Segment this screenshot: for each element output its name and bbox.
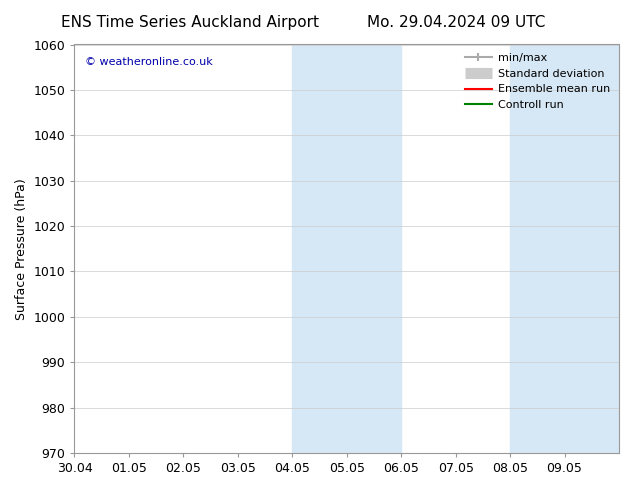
- Legend: min/max, Standard deviation, Ensemble mean run, Controll run: min/max, Standard deviation, Ensemble me…: [461, 50, 614, 113]
- Text: © weatheronline.co.uk: © weatheronline.co.uk: [86, 57, 213, 67]
- Text: Mo. 29.04.2024 09 UTC: Mo. 29.04.2024 09 UTC: [367, 15, 546, 30]
- Y-axis label: Surface Pressure (hPa): Surface Pressure (hPa): [15, 178, 28, 319]
- Text: ENS Time Series Auckland Airport: ENS Time Series Auckland Airport: [61, 15, 319, 30]
- Bar: [510, 45, 619, 453]
- Bar: [292, 45, 401, 453]
